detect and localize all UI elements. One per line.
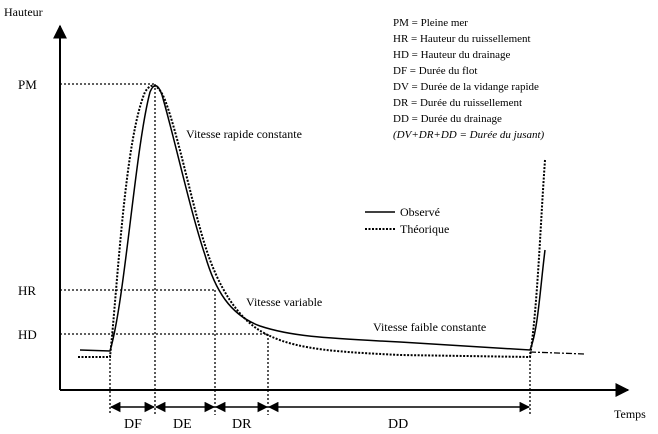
- definitions: PM = Pleine mer HR = Hauteur du ruissell…: [393, 17, 545, 141]
- annotation: Vitesse variable: [246, 295, 322, 309]
- y-axis-label: Hauteur: [4, 5, 43, 19]
- legend-label: Théorique: [400, 222, 449, 236]
- level-label: HR: [18, 283, 36, 298]
- definition: HR = Hauteur du ruissellement: [393, 33, 531, 45]
- definition: HD = Hauteur du drainage: [393, 49, 511, 61]
- annotation: Vitesse rapide constante: [186, 127, 302, 141]
- definition: DV = Durée de la vidange rapide: [393, 81, 539, 93]
- x-axis-label: Temps: [614, 407, 646, 421]
- level-label: PM: [18, 77, 37, 92]
- interval-label: DD: [388, 417, 408, 432]
- definition: (DV+DR+DD = Durée du jusant): [393, 129, 545, 141]
- level-label: HD: [18, 327, 37, 342]
- annotation: Vitesse faible constante: [373, 320, 486, 334]
- definition: DD = Durée du drainage: [393, 113, 502, 125]
- legend-label: Observé: [400, 205, 440, 219]
- axes: [53, 24, 630, 397]
- definition: DR = Durée du ruissellement: [393, 97, 522, 109]
- interval-label: DR: [232, 417, 252, 432]
- observed-curve: [79, 85, 546, 352]
- interval-label: DF: [124, 417, 142, 432]
- extension-line: [529, 351, 586, 355]
- interval-label: DE: [173, 417, 192, 432]
- theoretical-curve: [78, 84, 546, 359]
- definition: DF = Durée du flot: [393, 65, 477, 77]
- definition: PM = Pleine mer: [393, 17, 468, 29]
